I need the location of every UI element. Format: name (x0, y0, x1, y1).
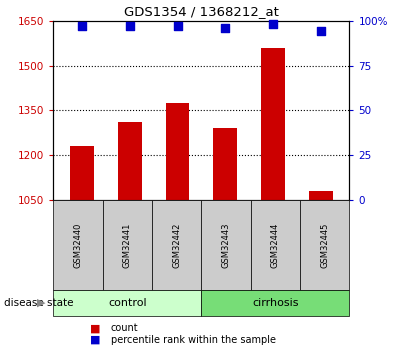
Bar (213, 128, 237, 200)
Text: ■: ■ (90, 335, 101, 345)
Text: GSM32444: GSM32444 (271, 222, 280, 268)
Point (222, 25, 229, 31)
Text: ■: ■ (90, 324, 101, 333)
Text: count: count (111, 324, 139, 333)
Bar (118, 122, 142, 200)
Text: ▶: ▶ (37, 298, 46, 308)
Text: GSM32440: GSM32440 (74, 222, 83, 268)
Text: disease state: disease state (4, 298, 74, 308)
Bar (70, 146, 94, 200)
Point (317, 29, 324, 34)
Text: GSM32442: GSM32442 (172, 222, 181, 268)
Point (174, 23, 181, 29)
Bar (261, 48, 285, 200)
Text: GSM32441: GSM32441 (123, 222, 132, 268)
Title: GDS1354 / 1368212_at: GDS1354 / 1368212_at (124, 5, 279, 18)
Bar (309, 191, 332, 200)
Point (270, 21, 276, 27)
Text: control: control (108, 298, 147, 308)
Text: GSM32443: GSM32443 (222, 222, 231, 268)
Text: percentile rank within the sample: percentile rank within the sample (111, 335, 276, 345)
Bar (166, 103, 189, 200)
Text: GSM32445: GSM32445 (320, 222, 329, 268)
Point (79, 23, 85, 29)
Point (127, 23, 133, 29)
Text: cirrhosis: cirrhosis (252, 298, 299, 308)
